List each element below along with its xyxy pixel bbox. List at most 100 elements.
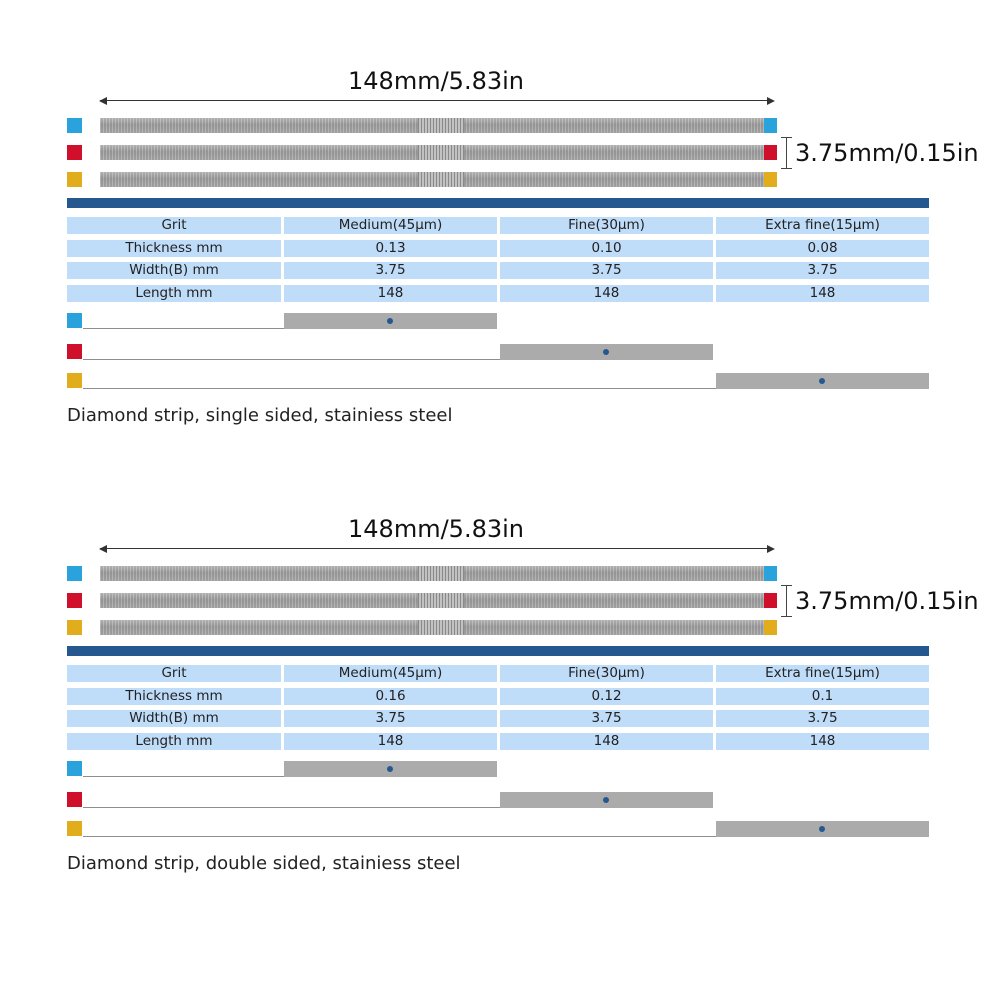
table-cell: Grit — [67, 665, 281, 682]
yellow-swatch — [67, 172, 82, 187]
table-cell: Thickness mm — [67, 688, 281, 705]
product-caption: Diamond strip, single sided, stainiess s… — [67, 405, 453, 426]
blue-swatch — [67, 761, 82, 776]
table-cell: Thickness mm — [67, 240, 281, 257]
selector-line — [83, 359, 500, 360]
arrow-right-icon — [767, 545, 775, 553]
blue-swatch — [67, 313, 82, 328]
strip-image-yellow — [100, 620, 777, 635]
yellow-swatch — [67, 373, 82, 388]
red-tip — [764, 145, 777, 160]
dot-icon — [819, 378, 825, 384]
selector-line — [83, 807, 500, 808]
dot-icon — [819, 826, 825, 832]
dot-icon — [603, 349, 609, 355]
table-cell: Medium(45μm) — [284, 217, 497, 234]
strip-image-blue — [100, 566, 777, 581]
yellow-tip — [764, 620, 777, 635]
width-dimension-line — [786, 137, 787, 169]
strip-image-blue — [100, 118, 777, 133]
arrow-left-icon — [99, 545, 107, 553]
length-dimension-label: 148mm/5.83in — [348, 67, 524, 95]
table-cell: 0.08 — [716, 240, 929, 257]
yellow-tip — [764, 172, 777, 187]
strip-image-yellow — [100, 172, 777, 187]
table-cell: 148 — [284, 733, 497, 750]
table-row-width: Width(B) mm 3.75 3.75 3.75 — [67, 262, 929, 279]
selector-row-red — [67, 792, 929, 808]
yellow-swatch — [67, 821, 82, 836]
table-cell: Grit — [67, 217, 281, 234]
selector-bar-medium — [284, 313, 497, 329]
dot-icon — [387, 318, 393, 324]
red-tip — [764, 593, 777, 608]
table-cell: 148 — [716, 733, 929, 750]
selector-row-blue — [67, 761, 929, 777]
table-cell: 148 — [500, 733, 713, 750]
width-tick-bottom — [781, 168, 792, 169]
table-cell: Length mm — [67, 733, 281, 750]
selector-bar-extra-fine — [716, 373, 929, 389]
length-dimension-line — [100, 100, 772, 101]
table-cell: Extra fine(15μm) — [716, 217, 929, 234]
table-cell: 0.13 — [284, 240, 497, 257]
dot-icon — [387, 766, 393, 772]
width-tick-top — [781, 585, 792, 586]
width-dimension-label: 3.75mm/0.15in — [795, 587, 979, 615]
table-row-length: Length mm 148 148 148 — [67, 733, 929, 750]
arrow-right-icon — [767, 97, 775, 105]
length-dimension-label: 148mm/5.83in — [348, 515, 524, 543]
red-swatch — [67, 792, 82, 807]
selector-line — [83, 776, 284, 777]
table-header-band — [67, 198, 929, 208]
selector-line — [83, 388, 716, 389]
table-cell: Fine(30μm) — [500, 665, 713, 682]
table-cell: 0.10 — [500, 240, 713, 257]
selector-bar-extra-fine — [716, 821, 929, 837]
table-cell: 3.75 — [716, 710, 929, 727]
table-cell: Width(B) mm — [67, 262, 281, 279]
selector-line — [83, 836, 716, 837]
blue-swatch — [67, 118, 82, 133]
selector-row-yellow — [67, 373, 929, 389]
selector-bar-medium — [284, 761, 497, 777]
table-cell: 0.16 — [284, 688, 497, 705]
width-tick-bottom — [781, 616, 792, 617]
product-caption: Diamond strip, double sided, stainiess s… — [67, 853, 461, 874]
table-row-width: Width(B) mm 3.75 3.75 3.75 — [67, 710, 929, 727]
arrow-left-icon — [99, 97, 107, 105]
blue-tip — [764, 118, 777, 133]
selector-line — [83, 328, 284, 329]
product-panel-single-sided: 148mm/5.83in 3.75mm/0.15in Grit Medium(4… — [0, 0, 1000, 448]
width-tick-top — [781, 137, 792, 138]
table-cell: Medium(45μm) — [284, 665, 497, 682]
strip-image-red — [100, 593, 777, 608]
table-cell: 0.12 — [500, 688, 713, 705]
product-panel-double-sided: 148mm/5.83in 3.75mm/0.15in Grit Medium(4… — [0, 448, 1000, 896]
table-row-thickness: Thickness mm 0.16 0.12 0.1 — [67, 688, 929, 705]
yellow-swatch — [67, 620, 82, 635]
table-cell: Extra fine(15μm) — [716, 665, 929, 682]
dot-icon — [603, 797, 609, 803]
selector-bar-fine — [500, 344, 713, 360]
table-cell: Fine(30μm) — [500, 217, 713, 234]
table-cell: 0.1 — [716, 688, 929, 705]
strip-image-red — [100, 145, 777, 160]
table-cell: 3.75 — [284, 710, 497, 727]
table-cell: Width(B) mm — [67, 710, 281, 727]
red-swatch — [67, 145, 82, 160]
table-cell: 148 — [284, 285, 497, 302]
red-swatch — [67, 593, 82, 608]
table-cell: 3.75 — [716, 262, 929, 279]
table-row-grit: Grit Medium(45μm) Fine(30μm) Extra fine(… — [67, 665, 929, 682]
selector-row-yellow — [67, 821, 929, 837]
table-row-thickness: Thickness mm 0.13 0.10 0.08 — [67, 240, 929, 257]
width-dimension-line — [786, 585, 787, 617]
selector-row-red — [67, 344, 929, 360]
table-cell: 3.75 — [284, 262, 497, 279]
table-row-grit: Grit Medium(45μm) Fine(30μm) Extra fine(… — [67, 217, 929, 234]
length-dimension-line — [100, 548, 772, 549]
table-cell: 3.75 — [500, 710, 713, 727]
table-header-band — [67, 646, 929, 656]
blue-tip — [764, 566, 777, 581]
